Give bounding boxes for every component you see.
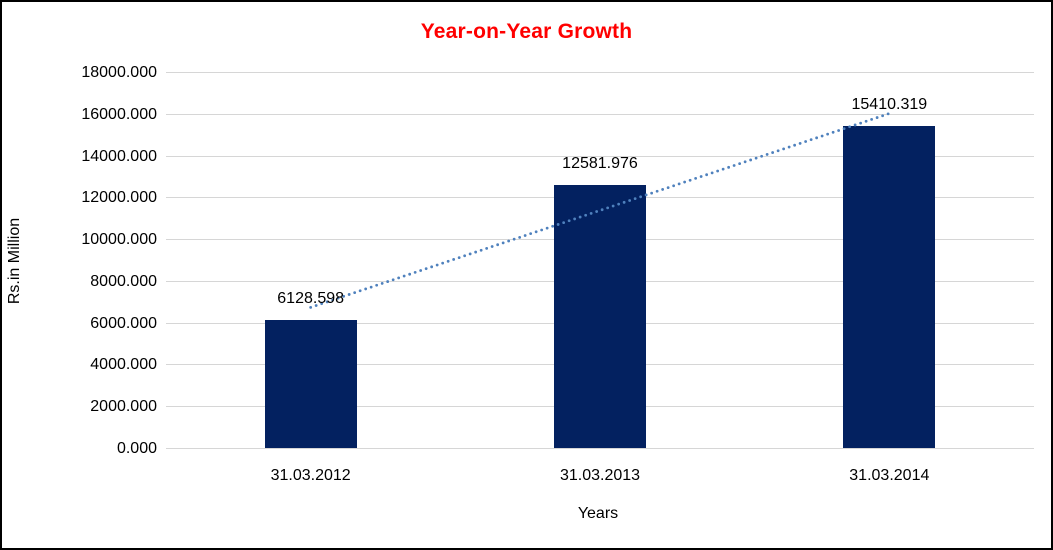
x-axis-title: Years [577, 505, 619, 522]
bar-31.03.2013 [554, 185, 646, 448]
y-axis-tick-label: 0.000 [116, 440, 157, 457]
x-axis-tick-label: 31.03.2014 [849, 467, 930, 484]
data-label: 15410.319 [851, 96, 928, 114]
y-axis-tick-label: 16000.000 [81, 105, 157, 123]
y-axis-tick-label: 2000.000 [90, 398, 157, 416]
bar-31.03.2014 [843, 126, 936, 448]
chart-title: Year-on-Year Growth [420, 20, 633, 43]
y-axis-tick-label: 12000.000 [81, 189, 157, 207]
data-label: 12581.976 [562, 155, 638, 173]
gridline [166, 72, 1034, 73]
data-label: 6128.598 [277, 289, 345, 307]
x-axis-tick-label: 31.03.2012 [270, 467, 351, 484]
x-axis-tick-label: 31.03.2013 [559, 467, 641, 484]
y-axis-tick-label: 10000.000 [81, 231, 157, 249]
y-axis-tick-label: 14000.000 [81, 147, 157, 165]
y-axis-tick-label: 6000.000 [90, 314, 157, 332]
gridline [166, 448, 1034, 449]
y-axis-tick-label: 8000.000 [90, 272, 157, 290]
bar-31.03.2012 [264, 319, 357, 448]
y-axis-tick-label: 18000.000 [81, 64, 157, 81]
y-axis-tick-label: 4000.000 [90, 356, 157, 374]
